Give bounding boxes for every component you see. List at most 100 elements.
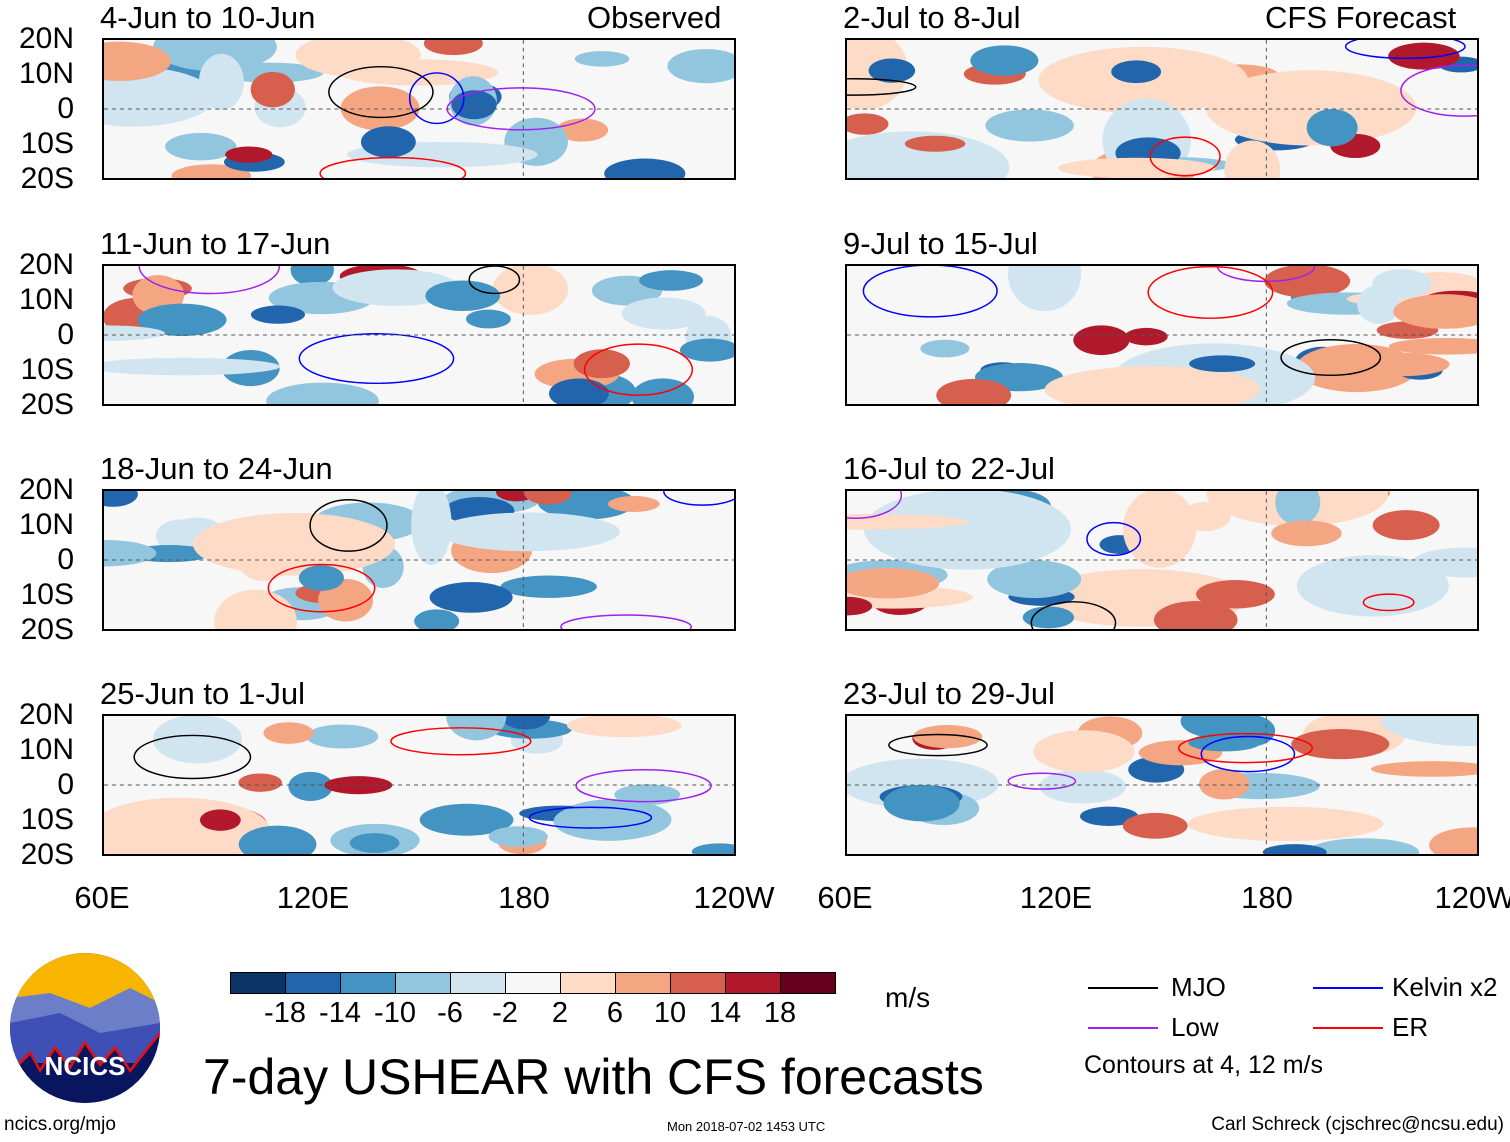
colorbar-label: 14 — [708, 997, 742, 1029]
observed-label: Observed — [587, 0, 722, 35]
lat-label: 20N — [18, 22, 74, 55]
shear-anomaly-blob — [1189, 355, 1256, 373]
shear-anomaly-blob — [423, 40, 483, 56]
panel-title: 11-Jun to 17-Jun — [100, 226, 331, 261]
shear-anomaly-blob — [1275, 491, 1321, 526]
shear-anomaly-blob — [263, 722, 314, 744]
shear-anomaly-blob — [1111, 60, 1162, 84]
shear-anomaly-blob — [970, 45, 1039, 76]
wave-contour — [862, 266, 998, 318]
shear-anomaly-blob — [1388, 42, 1460, 70]
lon-label-left: 60E — [74, 880, 130, 915]
logo-text: NCICS — [45, 1051, 126, 1081]
wave-contour — [575, 769, 712, 803]
lon-label-right: 180 — [1241, 880, 1293, 915]
colorbar-label: -2 — [492, 997, 518, 1029]
colorbar-label: 2 — [551, 997, 569, 1029]
shear-anomaly-blob — [1124, 327, 1168, 346]
colorbar-swatch — [450, 972, 506, 994]
shear-anomaly-blob — [199, 809, 241, 831]
lat-label: 10N — [18, 508, 74, 541]
shear-anomaly-blob — [566, 716, 682, 738]
shear-anomaly-blob — [904, 135, 966, 152]
lat-label: 10N — [18, 57, 74, 90]
shear-anomaly-blob — [250, 71, 295, 108]
shear-anomaly-blob — [1122, 491, 1197, 568]
lon-label-left: 120W — [693, 880, 775, 915]
shear-anomaly-blob — [1264, 266, 1351, 298]
shear-anomaly-blob — [298, 565, 344, 591]
shear-anomaly-blob — [1372, 269, 1432, 299]
wave-contour — [1400, 64, 1477, 117]
shear-anomaly-blob — [1271, 520, 1342, 547]
shear-anomaly-blob — [137, 303, 227, 337]
wave-contour — [560, 614, 693, 629]
figure-title: 7-day USHEAR with CFS forecasts — [203, 1049, 984, 1105]
shear-anomaly-blob — [1372, 510, 1440, 541]
shear-anomaly-blob — [631, 378, 694, 404]
wave-contour — [583, 343, 694, 396]
shear-anomaly-blob — [847, 113, 889, 135]
map-panel — [102, 264, 736, 406]
panel-title: 25-Jun to 1-Jul — [100, 676, 306, 711]
shear-anomaly-blob — [360, 126, 416, 158]
shear-anomaly-blob — [691, 843, 734, 854]
wave-contour — [847, 491, 903, 519]
shear-anomaly-blob — [1033, 730, 1135, 773]
colorbar-swatch — [615, 972, 671, 994]
wave-contour — [1030, 601, 1117, 629]
map-panel — [845, 714, 1479, 856]
lat-label: 20S — [20, 613, 74, 646]
lat-label: 10S — [20, 353, 74, 386]
wave-contour — [328, 65, 434, 119]
shear-anomaly-blob — [607, 495, 660, 512]
lon-label-right: 60E — [817, 880, 873, 915]
lat-label: 20S — [20, 838, 74, 871]
shear-anomaly-blob — [238, 825, 317, 854]
colorbar-label: -6 — [437, 997, 463, 1029]
colorbar-label: 10 — [653, 997, 687, 1029]
map-panel — [845, 489, 1479, 631]
shear-anomaly-blob — [573, 349, 630, 379]
map-panel — [845, 38, 1479, 180]
lon-label-right: 120W — [1434, 880, 1510, 915]
lat-label: 0 — [57, 768, 74, 801]
wave-contour — [1177, 732, 1313, 764]
shear-anomaly-blob — [936, 378, 1012, 404]
colorbar-label: -14 — [319, 997, 361, 1029]
lat-label: 0 — [57, 543, 74, 576]
lon-label-right: 120E — [1019, 880, 1093, 915]
colorbar-swatch — [340, 972, 396, 994]
wave-contour — [319, 156, 467, 178]
colorbar-label: 6 — [606, 997, 624, 1029]
colorbar-swatch — [230, 972, 286, 994]
colorbar-swatch — [725, 972, 781, 994]
shear-anomaly-blob — [847, 596, 873, 616]
shear-anomaly-blob — [165, 132, 237, 161]
shear-anomaly-blob — [1022, 606, 1075, 629]
shear-anomaly-blob — [1057, 157, 1216, 178]
shear-anomaly-blob — [639, 270, 704, 291]
legend-line-kelvin — [1313, 987, 1383, 989]
shear-anomaly-blob — [1122, 812, 1188, 839]
legend-label-low: Low — [1171, 1012, 1219, 1042]
wave-contour — [1149, 136, 1221, 177]
shear-anomaly-blob — [1262, 844, 1327, 854]
legend-line-low — [1088, 1027, 1158, 1029]
wave-contour — [298, 333, 455, 385]
colorbar-swatch — [560, 972, 616, 994]
wave-contour — [528, 806, 653, 829]
panel-title: 2-Jul to 8-Jul — [843, 0, 1021, 35]
colorbar-swatch — [395, 972, 451, 994]
shear-anomaly-blob — [614, 784, 681, 806]
shear-anomaly-blob — [153, 716, 243, 764]
shear-anomaly-blob — [1353, 352, 1450, 377]
forecast-label: CFS Forecast — [1265, 0, 1457, 35]
lat-label: 10N — [18, 733, 74, 766]
wave-contour — [888, 733, 988, 757]
footer-credit: Carl Schreck (cjschrec@ncsu.edu) — [1211, 1114, 1504, 1135]
shear-anomaly-blob — [104, 357, 281, 376]
footer-url[interactable]: ncics.org/mjo — [4, 1114, 116, 1135]
shear-anomaly-blob — [429, 582, 513, 613]
shear-anomaly-blob — [451, 90, 497, 120]
